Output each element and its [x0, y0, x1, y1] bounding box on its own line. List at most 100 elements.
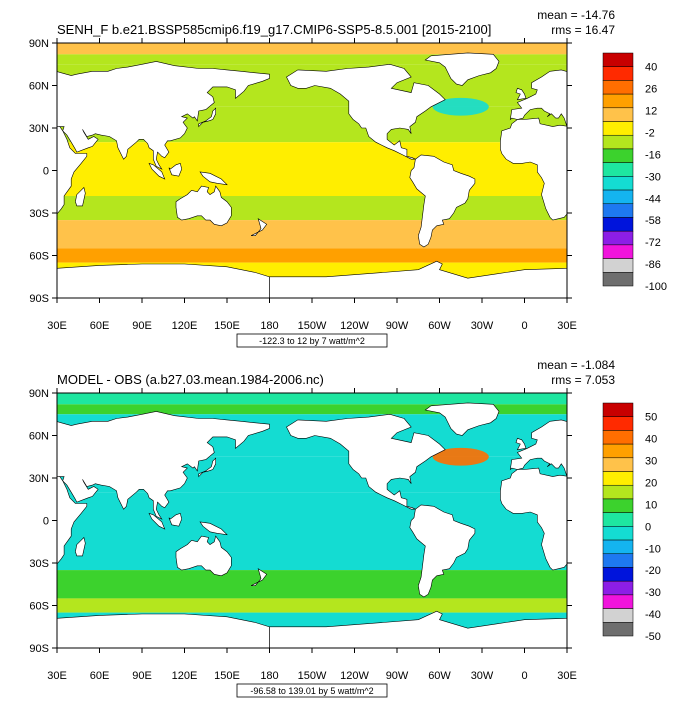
land-sumatra [659, 163, 675, 179]
colorbar-swatch [603, 217, 633, 231]
field-band [57, 598, 567, 612]
colorbar-label: -58 [645, 215, 661, 227]
colorbar-label: 20 [645, 477, 657, 489]
colorbar-swatch [603, 417, 633, 431]
lon-tick-label: 0 [521, 320, 527, 332]
colorbar-label: -50 [645, 631, 661, 643]
lon-tick-label: 90E [132, 670, 152, 682]
colorbar-swatch [603, 595, 633, 609]
colorbar-swatch [603, 526, 633, 540]
field-band [57, 492, 567, 546]
field-band [57, 142, 567, 196]
colorbar-swatch [603, 513, 633, 527]
lon-tick-label: 90E [132, 320, 152, 332]
colorbar-label: 12 [645, 106, 657, 118]
lon-tick-label: 30E [557, 320, 577, 332]
field-band [57, 570, 567, 598]
lat-tick-label: 90S [29, 293, 49, 305]
colorbar-swatch [603, 135, 633, 149]
colorbar-label: -2 [645, 127, 655, 139]
colorbar-label: 10 [645, 499, 657, 511]
colorbar-label: 30 [645, 456, 657, 468]
land-britain [6, 88, 16, 99]
field-band [57, 393, 567, 404]
colorbar-swatch [603, 204, 633, 218]
colorbar-swatch [603, 554, 633, 568]
colorbar-swatch [603, 231, 633, 245]
field-band [57, 546, 567, 570]
lon-tick-label: 120W [340, 320, 369, 332]
colorbar-swatch [603, 403, 633, 417]
colorbar-label: -72 [645, 237, 661, 249]
lon-tick-label: 60E [90, 320, 110, 332]
colorbar-swatch [603, 190, 633, 204]
lon-tick-label: 30E [557, 670, 577, 682]
colorbar-swatch [603, 622, 633, 636]
colorbar-label: -20 [645, 565, 661, 577]
colorbar-swatch [603, 80, 633, 94]
land-sumatra [659, 513, 675, 529]
colorbar-label: -86 [645, 259, 661, 271]
field-band [57, 196, 567, 220]
colorbar-swatch [603, 540, 633, 554]
land-australia [686, 186, 700, 226]
colorbar-swatch [603, 53, 633, 67]
lat-tick-label: 30N [29, 473, 49, 485]
land-borneo [679, 163, 692, 176]
colorbar-swatch [603, 499, 633, 513]
field-band [57, 43, 567, 54]
panel-title: SENH_F b.e21.BSSP585cmip6.f19_g17.CMIP6-… [57, 22, 491, 37]
lon-tick-label: 60E [90, 670, 110, 682]
colorbar-label: 26 [645, 84, 657, 96]
colorbar-label: 40 [645, 62, 657, 74]
colorbar: 40 26 12 -2 -16 -30 -44 -58 -72 -86 -100 [603, 53, 667, 293]
colorbar-swatch [603, 472, 633, 486]
lon-tick-label: 150W [298, 320, 327, 332]
colorbar-swatch [603, 259, 633, 273]
colorbar-label: -40 [645, 609, 661, 621]
land-madagascar [585, 188, 595, 206]
rms-value: rms = 7.053 [551, 373, 615, 387]
lon-tick-label: 120W [340, 670, 369, 682]
lon-tick-label: 150E [214, 320, 240, 332]
panel-title: MODEL - OBS (a.b27.03.mean.1984-2006.nc) [57, 372, 324, 387]
lon-tick-label: 150E [214, 670, 240, 682]
colorbar-label: 40 [645, 434, 657, 446]
lat-tick-label: 0 [43, 516, 49, 528]
lon-tick-label: 180 [260, 670, 278, 682]
land-britain [6, 438, 16, 449]
field-band [57, 248, 567, 262]
lon-tick-label: 120E [172, 670, 198, 682]
lat-tick-label: 90S [29, 643, 49, 655]
lon-tick-label: 60W [428, 320, 451, 332]
mean-value: mean = -1.084 [537, 358, 615, 372]
lat-tick-label: 30S [29, 208, 49, 220]
mean-value: mean = -14.76 [537, 8, 615, 22]
contour-info: -122.3 to 12 by 7 watt/m^2 [259, 336, 365, 346]
land-borneo [679, 513, 692, 526]
land-australia [686, 536, 700, 576]
colorbar-label: -16 [645, 149, 661, 161]
lon-tick-label: 120E [172, 320, 198, 332]
lon-tick-label: 60W [428, 670, 451, 682]
colorbar-swatch [603, 430, 633, 444]
contour-info: -96.58 to 139.01 by 5 watt/m^2 [250, 686, 373, 696]
colorbar-label: -100 [645, 281, 667, 293]
lat-tick-label: 90N [29, 38, 49, 50]
lat-tick-label: 30S [29, 558, 49, 570]
colorbar-swatch [603, 94, 633, 108]
rms-value: rms = 16.47 [551, 23, 615, 37]
colorbar-swatch [603, 458, 633, 472]
colorbar-swatch [603, 163, 633, 177]
lon-tick-label: 90W [386, 320, 409, 332]
lat-tick-label: 60S [29, 251, 49, 263]
colorbar-label: -30 [645, 171, 661, 183]
colorbar-swatch [603, 122, 633, 136]
lat-tick-label: 60N [29, 81, 49, 93]
lat-tick-label: 90N [29, 388, 49, 400]
colorbar-label: -44 [645, 193, 661, 205]
